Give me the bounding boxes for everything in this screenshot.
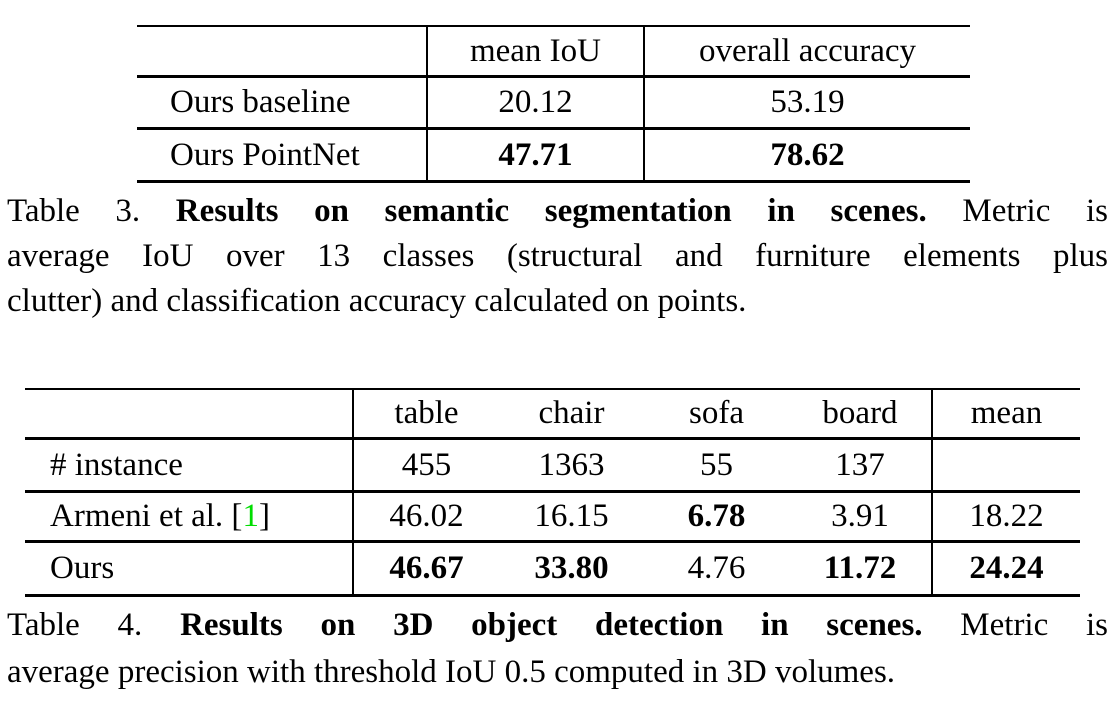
table4-cell-ours-sofa: 4.76 bbox=[644, 543, 789, 597]
table3-header-mean-iou: mean IoU bbox=[428, 27, 645, 78]
table4-row-label-armeni: Armeni et al. [1] bbox=[25, 493, 354, 543]
table3-caption: Table 3. Results on semantic segmentatio… bbox=[7, 189, 1108, 324]
table3-caption-title: Results on semantic segmentation in scen… bbox=[175, 193, 927, 229]
table4-cell-instance-board: 137 bbox=[789, 440, 933, 493]
table4-row-label-ours: Ours bbox=[25, 543, 354, 597]
table4-caption-line2: average precision with threshold IoU 0.5… bbox=[7, 654, 896, 690]
table3-caption-line1-rest: Metric is bbox=[926, 193, 1108, 229]
table4-cell-instance-mean bbox=[933, 440, 1080, 493]
citation-link-1[interactable]: 1 bbox=[242, 498, 259, 534]
table4-cell-ours-board: 11.72 bbox=[789, 543, 933, 597]
table3-cell-baseline-mean-iou: 20.12 bbox=[428, 78, 645, 130]
table4-cell-armeni-chair: 16.15 bbox=[499, 493, 644, 543]
armeni-label-bracket: ] bbox=[258, 498, 270, 534]
table3-cell-pointnet-overall-accuracy: 78.62 bbox=[645, 130, 970, 183]
table4-cell-instance-chair: 1363 bbox=[499, 440, 644, 493]
table4-header-chair: chair bbox=[499, 390, 644, 440]
table3-header-empty-cell bbox=[137, 27, 428, 78]
table3-caption-line3: clutter) and classification accuracy cal… bbox=[7, 283, 747, 319]
table3-row-label-ours-baseline: Ours baseline bbox=[137, 78, 428, 130]
table3-caption-line2: average IoU over 13 classes (structural … bbox=[7, 238, 1108, 274]
table3-header-overall-accuracy: overall accuracy bbox=[645, 27, 970, 78]
table4-header-table: table bbox=[354, 390, 499, 440]
table4-cell-ours-mean: 24.24 bbox=[933, 543, 1080, 597]
armeni-label-text: Armeni et al. [ bbox=[50, 498, 243, 534]
table3-caption-line1: Table 3. Results on semantic segmentatio… bbox=[7, 189, 1108, 234]
table4-header-empty-cell bbox=[25, 390, 354, 440]
table4-cell-armeni-board: 3.91 bbox=[789, 493, 933, 543]
table4-cell-instance-table: 455 bbox=[354, 440, 499, 493]
table3-row-label-ours-pointnet: Ours PointNet bbox=[137, 130, 428, 183]
table4-cell-ours-table: 46.67 bbox=[354, 543, 499, 597]
table4-cell-armeni-table: 46.02 bbox=[354, 493, 499, 543]
table4-cell-armeni-mean: 18.22 bbox=[933, 493, 1080, 543]
table4-header-sofa: sofa bbox=[644, 390, 789, 440]
table4-caption-line1: Table 4. Results on 3D object detection … bbox=[7, 602, 1108, 649]
table4-header-mean: mean bbox=[933, 390, 1080, 440]
table4-caption: Table 4. Results on 3D object detection … bbox=[7, 602, 1108, 696]
table4-header-board: board bbox=[789, 390, 933, 440]
table4-caption-number: Table 4. bbox=[7, 607, 181, 643]
semantic-segmentation-results-table: mean IoU overall accuracy Ours baseline … bbox=[137, 25, 970, 183]
table4-caption-title: Results on 3D object detection in scenes… bbox=[180, 607, 923, 643]
table3-cell-pointnet-mean-iou: 47.71 bbox=[428, 130, 645, 183]
table4-cell-instance-sofa: 55 bbox=[644, 440, 789, 493]
table3-caption-number: Table 3. bbox=[7, 193, 176, 229]
table4-row-label-instance-count: # instance bbox=[25, 440, 354, 493]
object-detection-results-table: table chair sofa board mean # instance 4… bbox=[25, 388, 1080, 597]
table4-cell-ours-chair: 33.80 bbox=[499, 543, 644, 597]
table4-cell-armeni-sofa: 6.78 bbox=[644, 493, 789, 543]
table3-cell-baseline-overall-accuracy: 53.19 bbox=[645, 78, 970, 130]
table4-caption-line1-rest: Metric is bbox=[922, 607, 1109, 643]
